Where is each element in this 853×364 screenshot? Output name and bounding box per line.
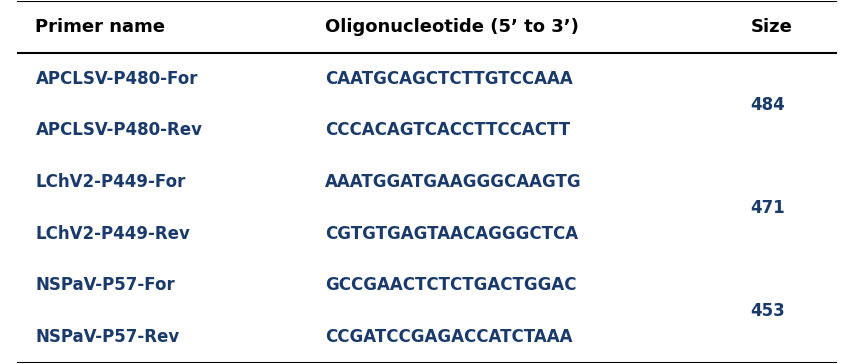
Text: NSPaV-P57-Rev: NSPaV-P57-Rev [35, 328, 179, 346]
Text: Size: Size [750, 18, 792, 36]
Text: CCGATCCGAGACCATCTAAA: CCGATCCGAGACCATCTAAA [324, 328, 572, 346]
Text: Primer name: Primer name [35, 18, 165, 36]
Text: Oligonucleotide (5’ to 3’): Oligonucleotide (5’ to 3’) [324, 18, 578, 36]
Text: LChV2-P449-For: LChV2-P449-For [35, 173, 186, 191]
Text: 471: 471 [750, 199, 784, 217]
Text: CGTGTGAGTAACAGGGCTCA: CGTGTGAGTAACAGGGCTCA [324, 225, 577, 242]
Text: CAATGCAGCTCTTGTCCAAA: CAATGCAGCTCTTGTCCAAA [324, 70, 572, 88]
Text: APCLSV-P480-For: APCLSV-P480-For [35, 70, 198, 88]
Text: APCLSV-P480-Rev: APCLSV-P480-Rev [35, 122, 202, 139]
Text: GCCGAACTCTCTGACTGGAC: GCCGAACTCTCTGACTGGAC [324, 276, 576, 294]
Text: LChV2-P449-Rev: LChV2-P449-Rev [35, 225, 190, 242]
Text: CCCACAGTCACCTTCCACTT: CCCACAGTCACCTTCCACTT [324, 122, 569, 139]
Text: AAATGGATGAAGGGCAAGTG: AAATGGATGAAGGGCAAGTG [324, 173, 581, 191]
Text: 453: 453 [750, 302, 784, 320]
Text: NSPaV-P57-For: NSPaV-P57-For [35, 276, 175, 294]
Text: 484: 484 [750, 96, 784, 114]
